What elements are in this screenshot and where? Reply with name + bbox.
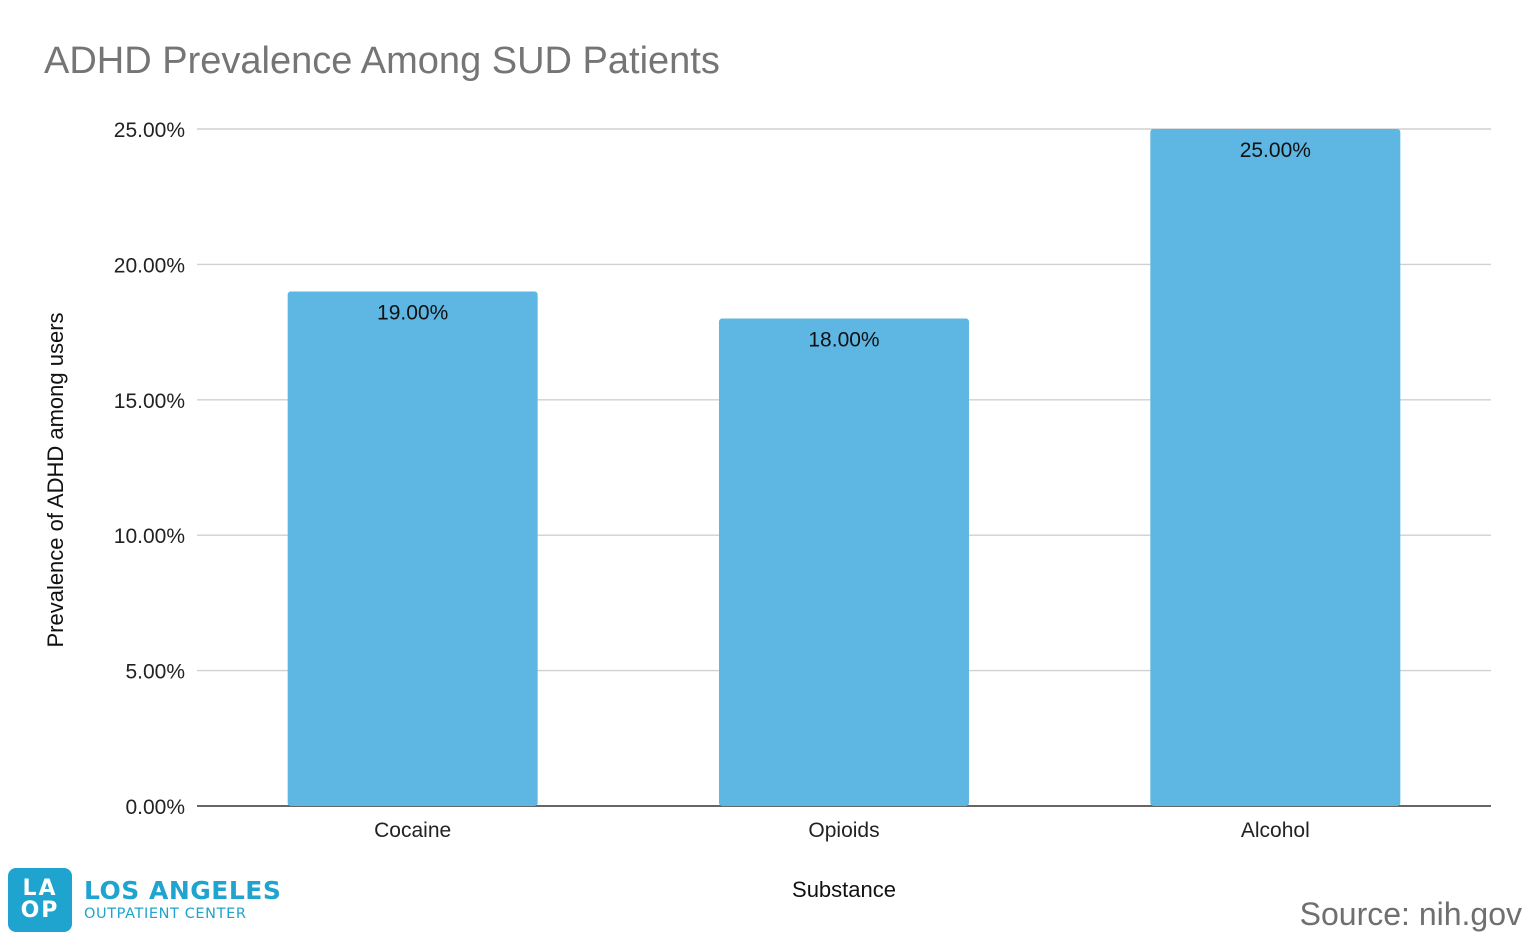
y-tick-label: 10.00% bbox=[114, 525, 185, 548]
bar-opioids bbox=[719, 319, 969, 806]
bar-cocaine bbox=[288, 291, 538, 806]
data-label-cocaine: 19.00% bbox=[377, 301, 448, 324]
y-tick-label: 20.00% bbox=[114, 254, 185, 277]
x-tick-label-cocaine: Cocaine bbox=[374, 819, 451, 842]
bar-alcohol bbox=[1150, 129, 1400, 806]
bars: 19.00% 18.00% 25.00% bbox=[288, 129, 1401, 806]
y-tick-label: 25.00% bbox=[114, 119, 185, 142]
y-axis-title: Prevalence of ADHD among users bbox=[43, 312, 68, 647]
x-axis-ticks: Cocaine Opioids Alcohol bbox=[374, 819, 1310, 842]
data-label-opioids: 18.00% bbox=[808, 329, 879, 352]
logo-line1: LOS ANGELES bbox=[84, 877, 281, 905]
data-label-alcohol: 25.00% bbox=[1240, 139, 1311, 162]
y-tick-label: 0.00% bbox=[125, 796, 185, 819]
logo-mark-top: LA bbox=[22, 878, 57, 900]
y-axis-ticks: 0.00% 5.00% 10.00% 15.00% 20.00% 25.00% bbox=[114, 119, 185, 819]
logo-wordmark: LOS ANGELES OUTPATIENT CENTER bbox=[84, 877, 281, 923]
x-tick-label-opioids: Opioids bbox=[808, 819, 879, 842]
x-axis-title: Substance bbox=[792, 877, 896, 902]
y-tick-label: 5.00% bbox=[125, 661, 185, 684]
y-tick-label: 15.00% bbox=[114, 390, 185, 413]
x-tick-label-alcohol: Alcohol bbox=[1241, 819, 1310, 842]
logo-mark: LA OP bbox=[8, 868, 72, 932]
logo-mark-bottom: OP bbox=[21, 900, 60, 922]
organization-logo: LA OP LOS ANGELES OUTPATIENT CENTER bbox=[8, 868, 281, 932]
logo-line2: OUTPATIENT CENTER bbox=[84, 905, 281, 923]
source-note: Source: nih.gov bbox=[1300, 896, 1522, 933]
